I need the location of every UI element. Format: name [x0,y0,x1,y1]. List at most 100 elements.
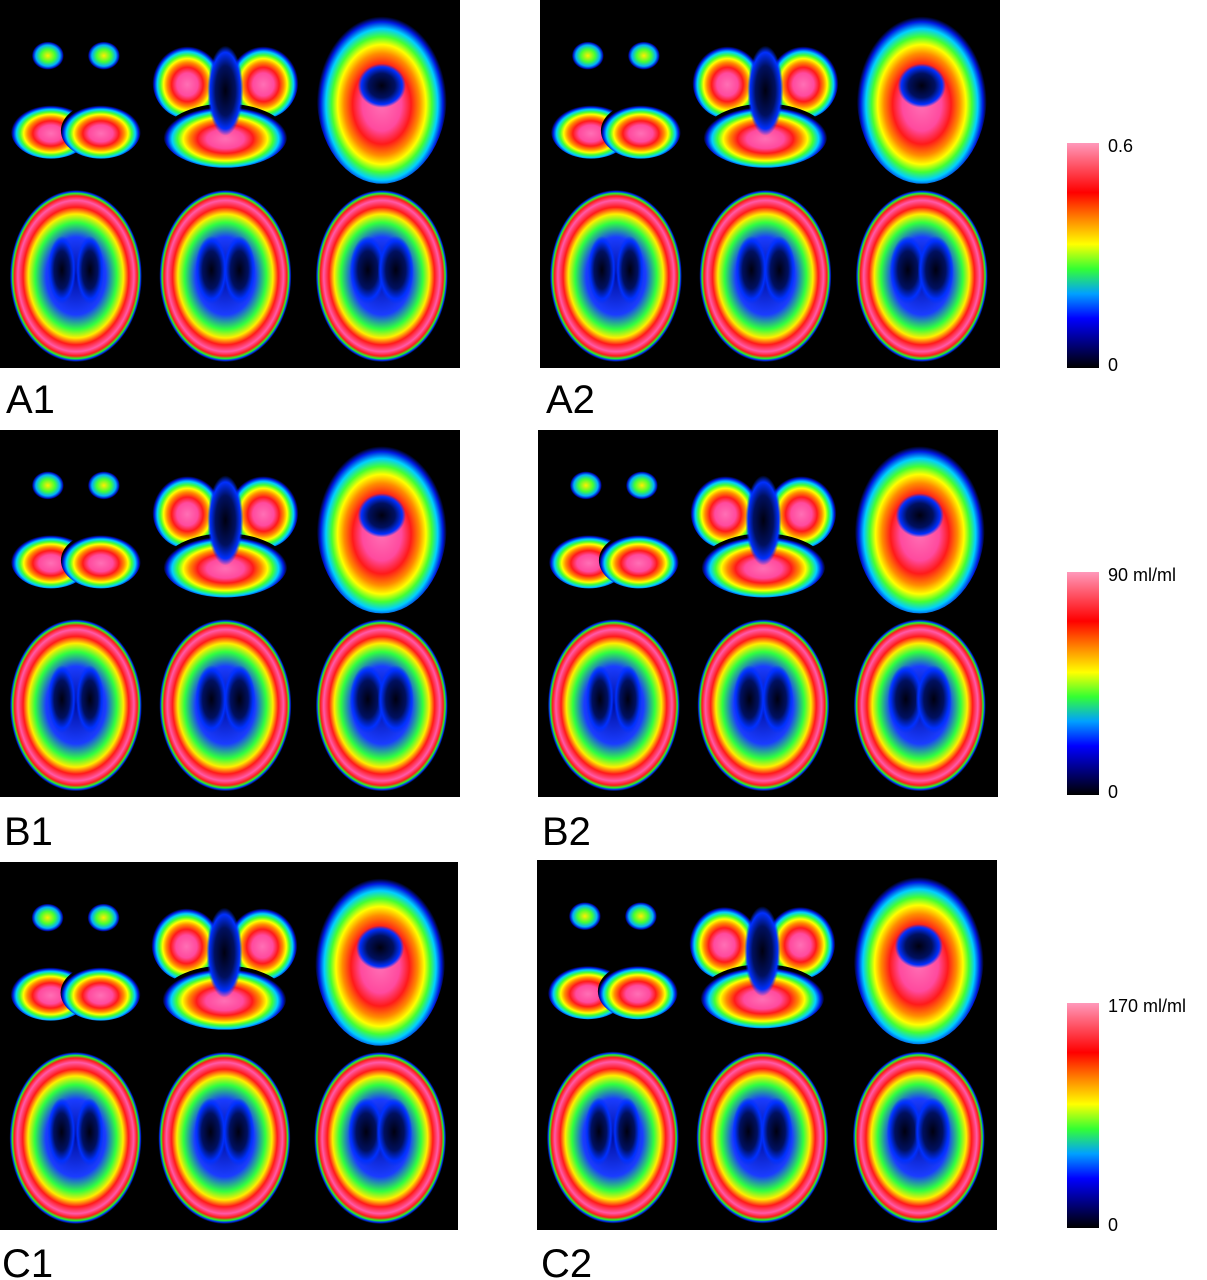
ventricle [761,665,794,734]
eye [87,41,120,70]
panel-label: A2 [546,378,595,422]
brainstem [747,45,784,136]
midbrain [356,925,405,970]
brain-slice [9,619,142,792]
brainstem [744,906,781,997]
temporal-lobe [151,904,222,981]
image-panel [0,862,458,1230]
temporal-lobe [228,472,299,549]
temporal-lobe [690,472,761,549]
eye [31,903,64,932]
ventricle [587,236,616,304]
ventricle [613,665,642,734]
panel-label: B1 [4,810,53,854]
colorbar-max-label: 170 ml/ml [1108,996,1186,1016]
ventricle [914,1097,951,1166]
cerebellum [600,102,681,159]
eye [31,471,64,500]
ventricle [584,1097,613,1166]
eye [568,902,601,931]
image-panel [0,0,460,368]
midbrain [897,63,946,108]
colorbar [1067,1003,1099,1228]
ventricle [585,665,614,734]
ventricle [348,1098,385,1166]
eye [627,41,660,70]
ventricle [887,665,924,734]
panel-label: C2 [541,1242,592,1280]
ventricle [75,665,104,734]
ventricle [733,665,766,734]
brainstem [207,45,244,136]
temporal-lobe [152,42,223,119]
ventricle [612,1097,641,1166]
image-panel [538,430,998,797]
brain-slice [9,1052,142,1224]
cerebellum [60,532,141,589]
brainstem [207,475,244,566]
ventricle [915,665,952,734]
image-panel [540,0,1000,368]
ventricle [763,236,796,304]
eye [624,902,657,931]
eye [87,903,120,932]
image-panel [537,860,997,1230]
temporal-lobe [152,472,223,549]
temporal-lobe [765,903,836,980]
ventricle [47,665,76,734]
panel-label: C1 [2,1242,53,1280]
ventricle [760,1097,793,1166]
brain-slice [547,619,680,792]
eye [569,471,602,500]
brainstem [745,475,782,566]
colorbar [1067,143,1099,368]
image-panel [0,430,460,797]
ventricle [349,236,386,304]
brain-slice [549,190,682,362]
ventricle [615,236,644,304]
brain-slice [9,190,142,362]
ventricle [376,1098,413,1166]
brain-slice [546,1051,679,1224]
ventricle [47,236,76,304]
panel-label: A1 [6,378,55,422]
ventricle [75,1098,104,1166]
cerebellum [597,963,678,1020]
midbrain [357,63,406,108]
temporal-lobe [768,42,839,119]
cerebellum [598,532,679,589]
ventricle [47,1098,76,1166]
ventricle [732,1097,765,1166]
temporal-lobe [228,42,299,119]
midbrain [357,493,406,538]
ventricle [222,1098,255,1166]
eye [31,41,64,70]
colorbar-max-label: 0.6 [1108,136,1133,156]
ventricle [194,1098,227,1166]
eye [625,471,658,500]
ventricle [886,1097,923,1166]
colorbar-min-label: 0 [1108,355,1118,375]
ventricle [349,665,386,734]
brainstem [206,907,243,998]
colorbar-max-label: 90 ml/ml [1108,565,1176,585]
temporal-lobe [689,903,760,980]
cerebellum [703,103,828,168]
ventricle [223,665,256,734]
ventricle [377,236,414,304]
ventricle [889,236,926,304]
colorbar [1067,572,1099,795]
ventricle [223,236,256,304]
midbrain [894,924,943,969]
eye [87,471,120,500]
ventricle [195,236,228,304]
cerebellum [60,964,141,1021]
eye [571,41,604,70]
cerebellum [60,102,141,159]
temporal-lobe [692,42,763,119]
midbrain [895,493,944,538]
ventricle [377,665,414,734]
ventricle [195,665,228,734]
ventricle [917,236,954,304]
